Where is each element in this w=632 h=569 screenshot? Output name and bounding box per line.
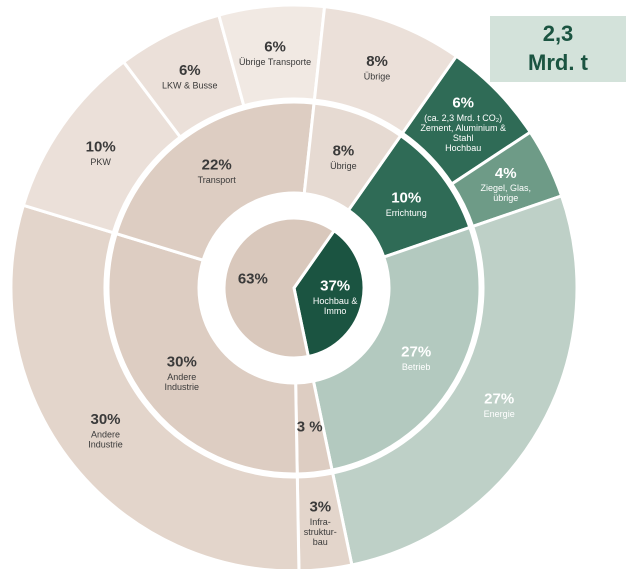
total-box bbox=[490, 16, 626, 82]
total-value: 2,3 bbox=[543, 21, 574, 46]
segment-label: bau bbox=[313, 537, 328, 547]
segment bbox=[302, 101, 403, 213]
segment-label: Ziegel, Glas, bbox=[480, 183, 531, 193]
segment-label: Energie bbox=[484, 409, 515, 419]
segment-label: PKW bbox=[90, 157, 111, 167]
value-label: 30% bbox=[91, 411, 121, 428]
segment-label: Hochbau & bbox=[313, 296, 358, 306]
value-label: 4% bbox=[495, 165, 517, 182]
labels: 37% Hochbau &Immo 63% 10% Errichtung 27% Betri… bbox=[86, 39, 531, 547]
segment bbox=[292, 228, 366, 359]
segment-label: Errichtung bbox=[386, 208, 427, 218]
segment-label: Andere bbox=[91, 429, 120, 439]
value-label: 30% bbox=[167, 354, 197, 371]
segment bbox=[312, 5, 459, 136]
value-label: 8% bbox=[366, 53, 388, 70]
segment-label: Industrie bbox=[88, 439, 123, 449]
total-unit: Mrd. t bbox=[528, 50, 589, 75]
segment-label: Hochbau bbox=[445, 143, 481, 153]
value-label: 6% bbox=[452, 94, 474, 111]
value-label: 10% bbox=[391, 189, 421, 206]
segment-label: Industrie bbox=[165, 382, 200, 392]
value-label: 10% bbox=[86, 139, 116, 156]
segment bbox=[9, 203, 301, 569]
segment bbox=[330, 193, 579, 567]
segment-label: Übrige bbox=[330, 161, 357, 171]
value-label: 8% bbox=[333, 142, 355, 159]
segment bbox=[106, 231, 299, 476]
value-label: 3% bbox=[309, 498, 331, 515]
value-label: 27% bbox=[484, 391, 514, 408]
segment-label: Immo bbox=[324, 306, 347, 316]
segment-label: LKW & Busse bbox=[162, 81, 218, 91]
segment-label: Transport bbox=[198, 175, 237, 185]
value-label: 27% bbox=[401, 343, 431, 360]
value-label: 3 % bbox=[297, 419, 323, 436]
value-label: 37% bbox=[320, 277, 350, 294]
segment-label: Andere bbox=[167, 372, 196, 382]
segment-label: struktur- bbox=[304, 527, 337, 537]
segment-label: Stahl bbox=[453, 133, 474, 143]
segment-label: Betrieb bbox=[402, 362, 431, 372]
segment-label: übrige bbox=[493, 193, 518, 203]
value-label: 6% bbox=[179, 62, 201, 79]
segment-label: Übrige Transporte bbox=[239, 57, 311, 67]
segment bbox=[311, 225, 482, 472]
segment-label: Übrige bbox=[364, 71, 391, 81]
value-label: 6% bbox=[264, 39, 286, 56]
value-label: 22% bbox=[202, 157, 232, 174]
segment-label: (ca. 2,3 Mrd. t CO₂) bbox=[424, 113, 502, 123]
value-label: 63% bbox=[238, 271, 268, 288]
segment-label: Infra- bbox=[310, 517, 331, 527]
segment bbox=[222, 216, 337, 360]
segment-label: Zement, Aluminium & bbox=[420, 123, 506, 133]
segment bbox=[114, 100, 316, 263]
